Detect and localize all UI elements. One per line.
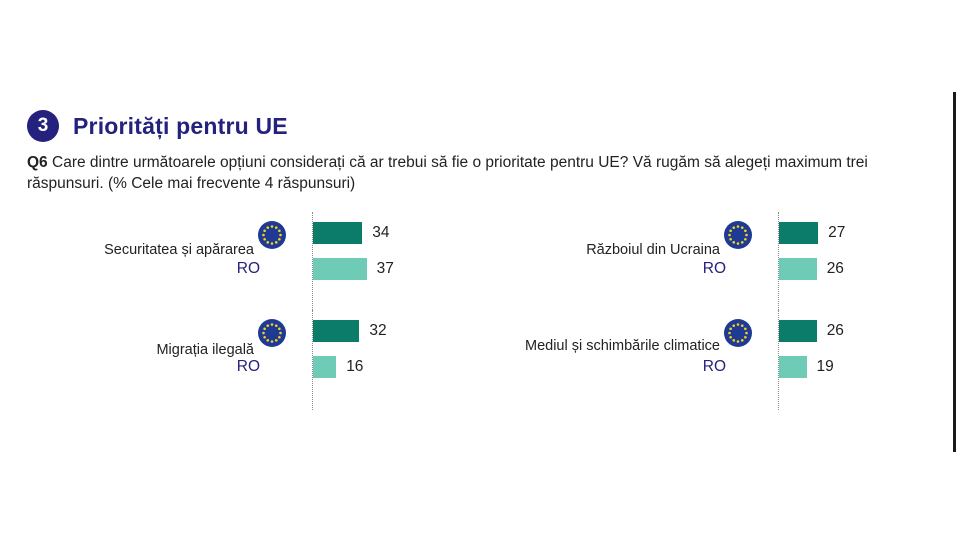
category-label: Războiul din Ucraina [586, 242, 720, 258]
bar-eu [313, 320, 360, 342]
question-id: Q6 [27, 154, 48, 171]
value-label: 16 [346, 358, 364, 375]
eu-flag-icon [724, 221, 752, 249]
bar-baseline [312, 212, 313, 312]
value-label: 27 [828, 224, 846, 241]
eu-flag-icon [258, 319, 286, 347]
bar-baseline [312, 310, 313, 410]
value-label: 32 [369, 322, 387, 339]
right-edge-rule [953, 92, 956, 452]
ro-series-label: RO [236, 260, 260, 277]
chart-panel: Migrația ilegală RO 32 16 [0, 310, 440, 420]
section-title: Priorități pentru UE [73, 112, 288, 139]
bar-baseline [778, 310, 779, 410]
category-label: Securitatea și apărarea [104, 242, 254, 258]
category-label: Mediul și schimbările climatice [525, 338, 720, 354]
bar-ro [779, 258, 817, 280]
question-text: Care dintre următoarele opțiuni consider… [27, 154, 868, 192]
chart-panel: Securitatea și apărarea RO 34 37 [0, 212, 440, 322]
bar-ro [313, 258, 367, 280]
value-label: 26 [826, 322, 844, 339]
value-label: 37 [376, 260, 394, 277]
value-label: 34 [372, 224, 390, 241]
chart-panel: Războiul din Ucraina RO 27 26 [466, 212, 906, 322]
value-label: 19 [816, 358, 834, 375]
bar-eu [779, 222, 819, 244]
bar-eu [313, 222, 363, 244]
category-label: Migrația ilegală [156, 342, 254, 358]
ro-series-label: RO [702, 358, 726, 375]
chart-panel: Mediul și schimbările climatice RO 26 19 [466, 310, 906, 420]
ro-series-label: RO [236, 358, 260, 375]
bar-eu [779, 320, 817, 342]
bar-ro [313, 356, 337, 378]
question-text-block: Q6 Care dintre următoarele opțiuni consi… [27, 152, 937, 194]
value-label: 26 [826, 260, 844, 277]
ro-series-label: RO [702, 260, 726, 277]
bar-ro [779, 356, 807, 378]
eu-flag-icon [258, 221, 286, 249]
eu-flag-icon [724, 319, 752, 347]
bar-baseline [778, 212, 779, 312]
section-header: 3 Priorități pentru UE [27, 110, 288, 142]
section-number-badge: 3 [27, 110, 59, 142]
